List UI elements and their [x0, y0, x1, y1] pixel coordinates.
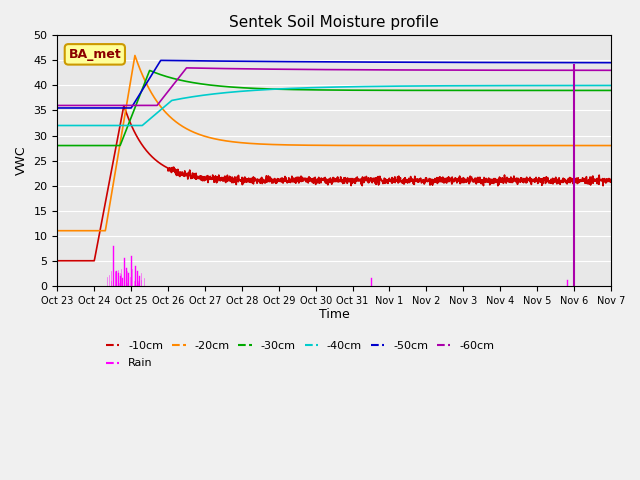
-10cm [591, 177, 599, 183]
X-axis label: Time: Time [319, 308, 349, 321]
-60cm [54, 103, 61, 108]
-60cm [490, 67, 497, 73]
-40cm [607, 83, 614, 88]
-20cm [82, 228, 90, 234]
-20cm [308, 143, 316, 148]
-40cm [82, 122, 90, 128]
-30cm [82, 143, 90, 148]
Line: -40cm: -40cm [58, 85, 611, 125]
-20cm [591, 143, 599, 148]
-30cm [490, 87, 497, 93]
-30cm [146, 68, 154, 73]
Text: BA_met: BA_met [68, 48, 121, 61]
-10cm [308, 176, 316, 181]
Line: -20cm: -20cm [58, 56, 611, 231]
-50cm [323, 59, 331, 65]
Title: Sentek Soil Moisture profile: Sentek Soil Moisture profile [229, 15, 439, 30]
-30cm [591, 87, 598, 93]
-30cm [323, 87, 331, 93]
-10cm [54, 258, 61, 264]
-40cm [308, 85, 316, 91]
-60cm [323, 67, 331, 72]
-50cm [591, 60, 599, 66]
-10cm [120, 103, 128, 108]
Line: -30cm: -30cm [58, 71, 611, 145]
-30cm [607, 87, 614, 93]
-10cm [490, 178, 497, 183]
-60cm [308, 67, 316, 72]
-40cm [323, 84, 330, 90]
Line: -10cm: -10cm [58, 106, 611, 261]
-40cm [591, 83, 598, 88]
-10cm [323, 179, 331, 185]
-20cm [323, 143, 331, 148]
-60cm [183, 65, 191, 71]
Line: -60cm: -60cm [58, 68, 611, 106]
Y-axis label: VWC: VWC [15, 146, 28, 175]
-50cm [54, 105, 61, 111]
-50cm [490, 60, 497, 65]
-60cm [591, 67, 598, 73]
-60cm [591, 67, 599, 73]
Legend: Rain: Rain [102, 354, 157, 373]
-10cm [607, 179, 614, 185]
-50cm [308, 59, 316, 65]
-30cm [54, 143, 61, 148]
-40cm [54, 122, 61, 128]
-60cm [607, 67, 614, 73]
-20cm [54, 228, 61, 234]
-30cm [591, 87, 599, 93]
-20cm [591, 143, 598, 148]
-10cm [591, 179, 598, 184]
-20cm [131, 53, 139, 59]
-40cm [591, 83, 598, 88]
-60cm [82, 103, 90, 108]
-40cm [490, 83, 497, 88]
-50cm [82, 105, 90, 111]
-50cm [591, 60, 598, 66]
-10cm [82, 258, 90, 264]
Line: -50cm: -50cm [58, 60, 611, 108]
-50cm [157, 58, 164, 63]
-20cm [607, 143, 614, 148]
-20cm [490, 143, 497, 148]
-50cm [607, 60, 614, 66]
-30cm [308, 87, 316, 93]
